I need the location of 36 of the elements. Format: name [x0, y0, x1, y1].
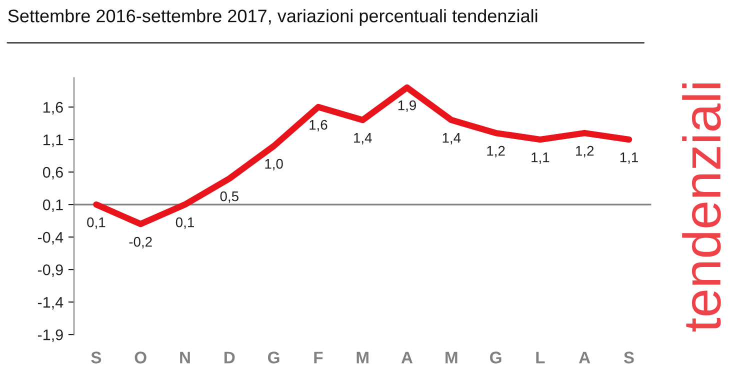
chart-title: Settembre 2016-settembre 2017, variazioni percentuali tendenziali — [8, 9, 538, 26]
y-tick-label: 0,1 — [42, 199, 63, 212]
x-tick-label: M — [356, 352, 368, 364]
text: 0,1 — [87, 217, 106, 229]
text: 0,5 — [220, 191, 238, 203]
text: 1,1 — [532, 152, 550, 164]
x-tick-label: S — [624, 352, 634, 364]
y-tick-label: -1,9 — [38, 329, 63, 342]
x-tick-label: S — [91, 352, 102, 364]
x-tick-label: N — [180, 352, 190, 364]
y-tick-label: -1,4 — [38, 297, 64, 310]
x-tick-label: L — [536, 352, 545, 364]
text: 0,1 — [176, 217, 194, 229]
x-tick-label: A — [578, 352, 590, 364]
x-tick-label: D — [224, 352, 235, 364]
text: 1,2 — [576, 146, 594, 158]
x-tick-label: G — [490, 352, 502, 364]
x-tick-label: O — [134, 352, 146, 364]
text: 1,6 — [310, 120, 328, 132]
x-tick-label: F — [314, 352, 323, 364]
x-tick-label: M — [446, 352, 458, 364]
y-tick-label: 1,6 — [44, 102, 63, 115]
text: 1,9 — [398, 100, 416, 112]
text: 1,1 — [620, 152, 638, 164]
text: 1,4 — [354, 133, 372, 144]
text: -0,2 — [129, 236, 152, 248]
y-tick-label: -0,4 — [38, 232, 64, 245]
y-tick-label: 1,1 — [44, 134, 63, 148]
y-tick-label: 0,6 — [42, 166, 63, 180]
y-tick-label: -0,9 — [38, 264, 63, 278]
text: 1,2 — [487, 146, 505, 158]
x-tick-label: G — [268, 352, 280, 364]
text: 1,0 — [265, 158, 283, 170]
text: tendenziali — [682, 84, 721, 332]
text: 1,4 — [442, 133, 461, 144]
x-tick-label: A — [401, 352, 413, 364]
